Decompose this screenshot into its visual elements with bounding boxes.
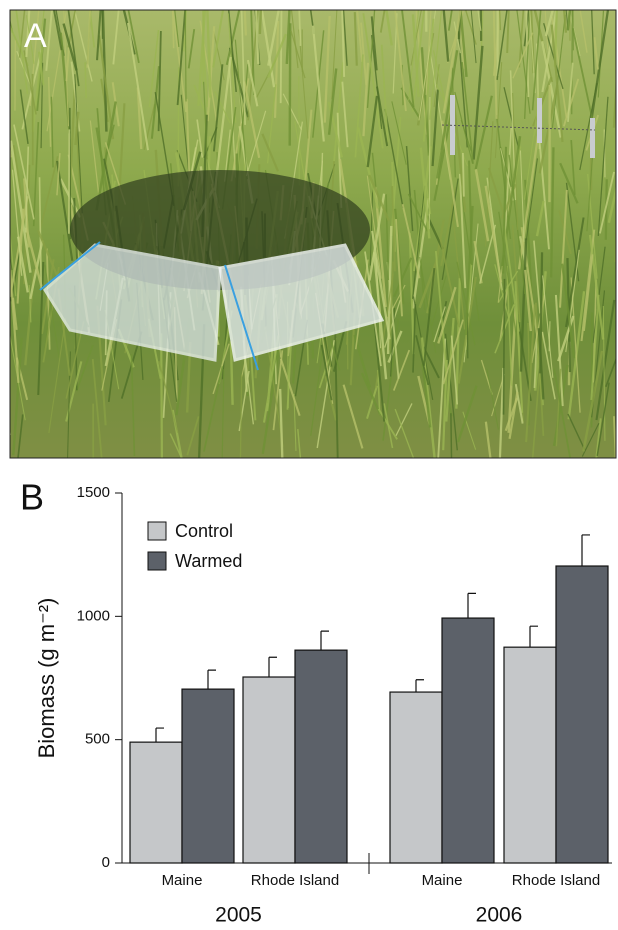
legend-swatch [148,552,166,570]
bar [130,742,182,863]
grass-blade [0,373,10,435]
bar [295,650,347,863]
grass-blade [281,0,282,103]
x-tick-label: Maine [422,872,463,889]
error-bar [156,728,164,742]
x-tick-label: Maine [162,872,203,889]
error-bar [530,626,538,647]
y-tick-label: 500 [85,731,110,748]
bar [442,618,494,863]
x-tick-label: Rhode Island [512,872,600,889]
bar [556,566,608,863]
y-tick-label: 1500 [77,484,110,501]
grass-blade [451,413,452,464]
legend-swatch [148,522,166,540]
chart: B Biomass (g m⁻²) 0 500 1000 1500 Maine Rhode… [20,477,612,927]
legend-label: Control [175,521,233,541]
panel-label: B [20,477,44,518]
error-bar [321,631,329,650]
legend-label: Warmed [175,551,242,571]
group-label: 2006 [476,904,523,927]
bar [390,692,442,863]
grass-blade [503,279,504,415]
bar [504,647,556,863]
photo: A [0,0,618,468]
error-bar [416,680,424,692]
grass-blade [463,153,464,197]
figure: A B Biomass (g m⁻²) 0 500 1000 1500 Maine Rho… [0,0,618,930]
error-bar [208,670,216,689]
bar [182,689,234,863]
panel-label: A [24,17,47,55]
error-bar [269,657,277,677]
grass-blade [85,62,86,98]
grass-blade [290,23,291,145]
error-bar [468,593,476,618]
y-tick-label: 0 [102,854,110,871]
grass-blade [260,0,262,34]
y-axis-title: Biomass (g m⁻²) [34,598,59,759]
post [590,118,595,158]
grass-blade [161,333,162,464]
group-label: 2005 [215,904,262,927]
y-tick-label: 1000 [77,607,110,624]
x-tick-label: Rhode Island [251,872,339,889]
error-bar [582,535,590,566]
post [537,98,542,143]
bar [243,677,295,863]
